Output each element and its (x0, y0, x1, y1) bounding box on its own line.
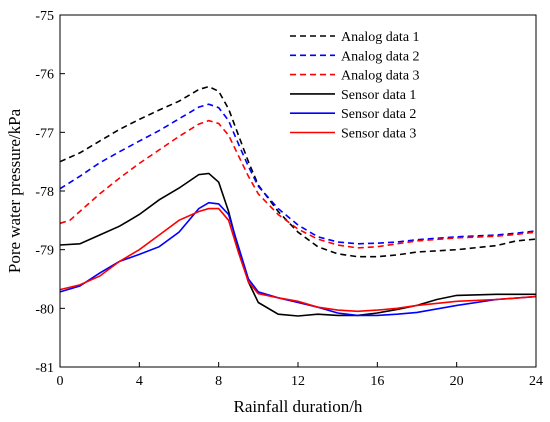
x-tick-label: 0 (57, 374, 64, 389)
y-axis-title: Pore water pressure/kPa (5, 108, 24, 273)
ticks-layer: 0 4 8 12 16 20 24 -75 -76 -77 -78 -79 -80 -81 (35, 9, 543, 389)
legend: Analog data 1 Analog data 2 Analog data 3 S… (290, 30, 420, 142)
series-line-3 (59, 119, 537, 249)
y-tick-label: -76 (35, 68, 54, 83)
y-tick-label: -80 (35, 302, 54, 317)
legend-label: Analog data 3 (341, 69, 420, 84)
series-line-5 (59, 201, 537, 317)
legend-label: Sensor data 3 (341, 127, 416, 142)
x-tick-label: 12 (291, 374, 305, 389)
legend-label: Sensor data 2 (341, 107, 416, 122)
y-tick-label: -81 (35, 361, 54, 376)
y-tick-label: -79 (35, 244, 54, 259)
x-tick-label: 20 (450, 374, 464, 389)
legend-label: Sensor data 1 (341, 88, 416, 103)
x-tick-label: 8 (215, 374, 222, 389)
legend-label: Analog data 2 (341, 49, 420, 64)
series-line-6 (59, 207, 537, 313)
y-tick-label: -77 (35, 126, 54, 141)
y-tick-label: -75 (35, 9, 54, 24)
y-tick-label: -78 (35, 185, 54, 200)
x-tick-label: 4 (136, 374, 143, 389)
x-tick-label: 24 (529, 374, 543, 389)
x-tick-label: 16 (370, 374, 384, 389)
series-line-1 (59, 85, 537, 258)
series-line-4 (59, 172, 536, 317)
x-axis-title: Rainfall duration/h (234, 397, 363, 416)
plot-frame (59, 14, 537, 368)
legend-label: Analog data 1 (341, 30, 420, 45)
series-layer (59, 85, 537, 317)
series-line-2 (59, 103, 537, 245)
